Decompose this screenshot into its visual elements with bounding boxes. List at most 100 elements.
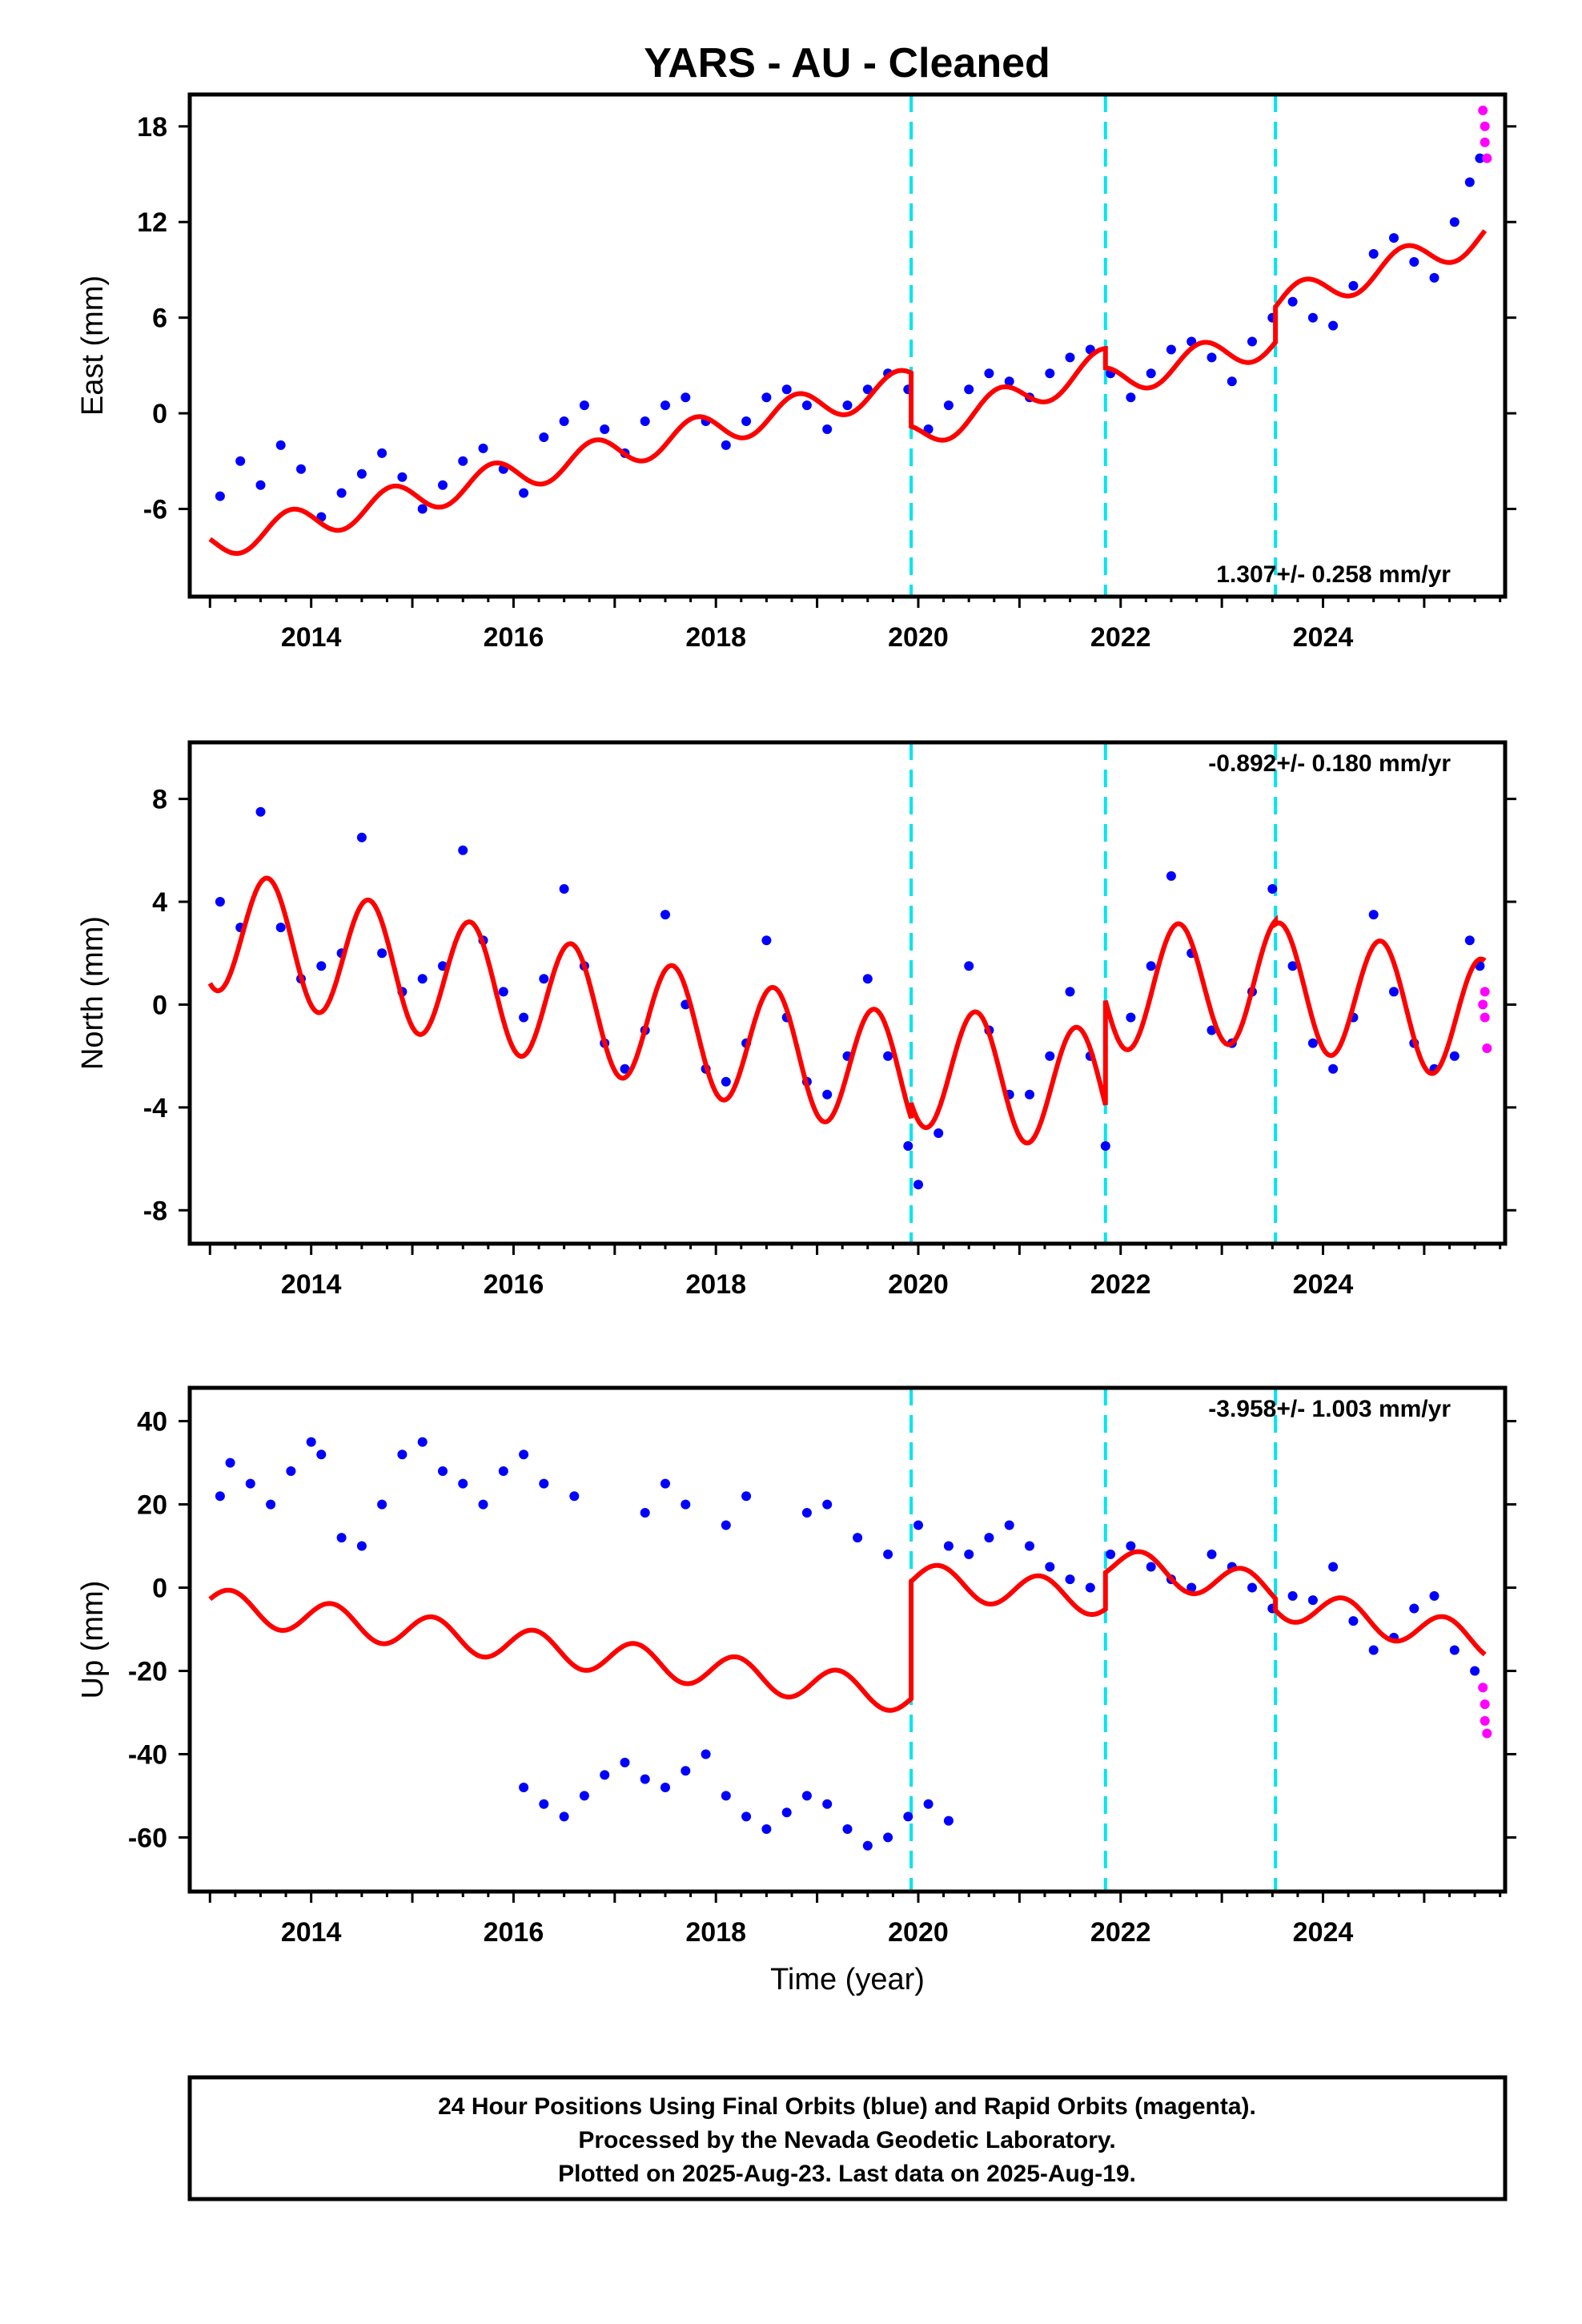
data-point-up-final-51 [943, 1541, 954, 1551]
data-point-east-final-51 [1247, 336, 1257, 347]
data-point-up-final-2 [245, 1478, 255, 1489]
x-tick-label-east-1: 2016 [484, 622, 544, 653]
data-point-up-final-58 [1085, 1582, 1095, 1593]
data-point-east-rapid-0 [1478, 105, 1488, 115]
data-point-east-final-16 [539, 432, 549, 442]
model-curve-north [207, 875, 1487, 1146]
data-point-north-final-30 [822, 1089, 833, 1100]
data-point-east-final-62 [1464, 177, 1475, 187]
data-point-up-final-18 [569, 1491, 580, 1502]
data-point-east-final-28 [781, 384, 792, 395]
panel-up: -60 -40 -20 0 20 40 2014 2016 2018 2020 2022 2024 Up… [76, 1385, 1516, 1996]
x-tick-label-up-0: 2014 [281, 1917, 342, 1948]
plot-frame-north [187, 740, 1508, 1246]
x-tick-label-north-1: 2016 [484, 1269, 544, 1300]
data-point-up-final-72 [1368, 1645, 1379, 1655]
y-tick-label-east-1: 0 [152, 399, 167, 429]
y-tick-label-up-3: 0 [152, 1574, 167, 1604]
data-point-up-final-63 [1186, 1582, 1197, 1593]
data-point-up-final-4 [286, 1466, 296, 1476]
data-point-east-final-21 [640, 416, 650, 426]
data-point-east-final-18 [579, 400, 589, 411]
footer-line-3: Plotted on 2025-Aug-23. Last data on 202… [558, 2161, 1136, 2187]
data-point-up-final-55 [1025, 1541, 1034, 1551]
data-point-east-final-25 [721, 440, 731, 450]
data-point-north-final-20 [620, 1063, 630, 1074]
data-point-north-final-42 [1065, 987, 1075, 997]
x-tick-label-up-3: 2020 [888, 1917, 949, 1948]
data-point-up-final-56 [1045, 1562, 1055, 1572]
data-point-north-final-3 [275, 923, 286, 933]
y-tick-label-up-0: -60 [128, 1823, 167, 1853]
footer-line-1: 24 Hour Positions Using Final Orbits (bl… [438, 2093, 1256, 2120]
data-point-up-final-9 [377, 1499, 387, 1510]
y-tick-label-east-4: 18 [137, 112, 167, 143]
data-point-up-final-44 [721, 1520, 731, 1530]
data-point-up-final-33 [801, 1791, 812, 1801]
data-point-east-final-63 [1475, 153, 1485, 163]
data-point-east-final-8 [377, 448, 387, 458]
data-point-up-final-57 [1065, 1574, 1075, 1585]
data-point-east-final-47 [1166, 344, 1176, 355]
rate-label-north: -0.892+/- 0.180 mm/yr [1208, 750, 1451, 777]
data-point-east-final-55 [1328, 320, 1339, 331]
data-point-north-final-37 [964, 961, 974, 971]
data-point-up-final-34 [822, 1799, 833, 1809]
data-point-north-rapid-0 [1478, 999, 1488, 1010]
data-point-north-final-46 [1146, 961, 1156, 971]
data-point-up-final-68 [1287, 1590, 1298, 1601]
data-point-up-final-36 [862, 1840, 873, 1851]
data-point-up-final-43 [681, 1499, 691, 1510]
data-point-east-final-6 [336, 488, 347, 498]
data-point-east-final-53 [1287, 296, 1298, 307]
data-point-up-final-54 [1004, 1520, 1014, 1530]
data-point-north-final-41 [1045, 1051, 1055, 1061]
data-point-up-final-6 [316, 1449, 327, 1460]
data-point-up-final-16 [519, 1449, 529, 1460]
data-point-east-final-30 [822, 424, 833, 434]
y-tick-label-east-2: 6 [152, 304, 167, 334]
data-point-up-final-71 [1348, 1616, 1359, 1626]
y-tick-label-up-2: -20 [128, 1656, 167, 1687]
data-point-up-final-64 [1207, 1549, 1217, 1559]
data-point-east-final-42 [1065, 352, 1075, 363]
x-tick-label-east-0: 2014 [281, 622, 342, 653]
y-axis-label-north: North (mm) [76, 916, 110, 1070]
data-point-east-final-46 [1146, 368, 1156, 379]
data-point-north-final-8 [377, 948, 387, 959]
data-point-north-final-54 [1307, 1038, 1318, 1048]
data-point-east-final-3 [275, 440, 286, 450]
data-point-east-final-13 [478, 443, 488, 453]
data-point-north-final-44 [1100, 1141, 1110, 1151]
data-point-up-final-19 [519, 1783, 529, 1792]
data-point-north-final-7 [356, 832, 367, 842]
data-point-up-final-52 [964, 1549, 974, 1559]
data-point-up-final-11 [417, 1437, 428, 1447]
data-point-north-final-16 [539, 974, 549, 984]
y-tick-label-east-3: 12 [137, 207, 167, 238]
data-point-north-final-35 [913, 1180, 923, 1190]
x-tick-label-east-5: 2024 [1293, 622, 1354, 653]
data-point-up-final-42 [661, 1478, 670, 1489]
data-point-east-final-11 [438, 480, 448, 490]
data-point-east-final-59 [1409, 257, 1419, 267]
data-point-up-final-75 [1429, 1590, 1439, 1601]
data-point-up-rapid-2 [1480, 1715, 1490, 1726]
footer-box: 24 Hour Positions Using Final Orbits (bl… [187, 2075, 1508, 2201]
data-point-east-final-9 [397, 472, 408, 482]
data-point-up-final-70 [1328, 1562, 1339, 1572]
panel-north: -8 -4 0 4 8 2014 2016 2018 2020 2022 2024 North (mm… [76, 740, 1516, 1300]
data-point-north-final-15 [519, 1012, 529, 1023]
data-point-east-final-54 [1307, 312, 1318, 323]
data-point-east-final-27 [761, 392, 772, 403]
y-tick-label-up-4: 20 [137, 1490, 167, 1521]
data-point-east-final-12 [458, 456, 468, 466]
data-point-north-final-62 [1464, 935, 1475, 946]
data-point-north-final-32 [862, 974, 873, 984]
data-point-north-final-55 [1328, 1063, 1339, 1074]
data-point-up-final-17 [539, 1478, 549, 1489]
data-point-up-final-15 [498, 1466, 508, 1476]
data-point-up-final-25 [640, 1774, 650, 1784]
data-point-up-final-45 [741, 1491, 752, 1502]
